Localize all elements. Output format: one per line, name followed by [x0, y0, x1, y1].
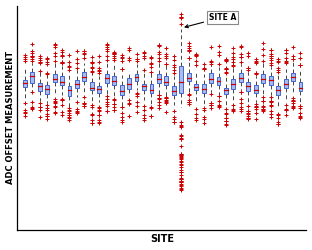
Bar	[127, 78, 131, 89]
Bar	[179, 66, 183, 94]
Bar	[142, 84, 146, 90]
Bar	[217, 77, 221, 85]
Bar	[209, 73, 213, 83]
Bar	[30, 72, 34, 83]
Bar	[149, 84, 154, 93]
Bar	[172, 86, 176, 94]
Bar	[269, 76, 273, 84]
Bar	[97, 86, 101, 93]
Bar	[157, 74, 161, 83]
Bar	[276, 86, 280, 94]
Bar	[261, 74, 265, 83]
Bar	[105, 74, 109, 83]
Bar	[134, 74, 139, 81]
Bar	[232, 79, 235, 89]
Bar	[291, 73, 295, 81]
X-axis label: SITE: SITE	[150, 234, 174, 244]
Bar	[38, 83, 41, 91]
Bar	[90, 82, 94, 90]
Bar	[68, 86, 71, 96]
Bar	[75, 80, 79, 88]
Bar	[53, 74, 56, 82]
Bar	[60, 76, 64, 85]
Bar	[23, 80, 27, 87]
Bar	[82, 72, 86, 82]
Bar	[246, 82, 250, 91]
Bar	[284, 79, 288, 88]
Bar	[164, 76, 168, 85]
Bar	[45, 85, 49, 94]
Bar	[112, 76, 116, 84]
Bar	[299, 82, 302, 91]
Y-axis label: ADC OFFSET MEASUREMENT: ADC OFFSET MEASUREMENT	[6, 51, 15, 184]
Bar	[254, 85, 258, 93]
Bar	[202, 84, 206, 94]
Text: SITE A: SITE A	[185, 13, 236, 28]
Bar	[120, 85, 124, 95]
Bar	[239, 73, 243, 82]
Bar	[224, 88, 228, 94]
Bar	[187, 73, 191, 80]
Bar	[194, 84, 198, 90]
